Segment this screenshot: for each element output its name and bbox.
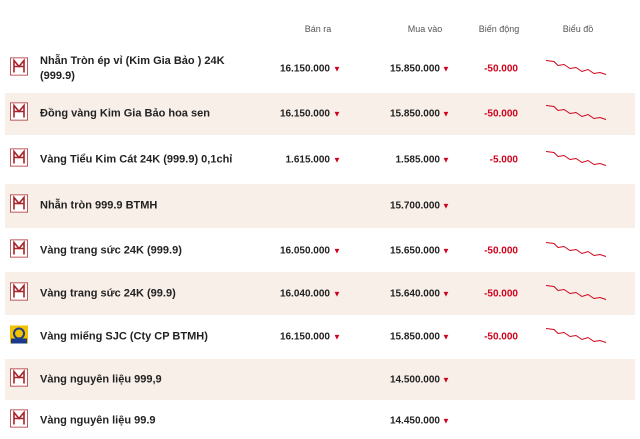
logo [9,281,29,301]
product-name: Nhẫn Tròn ép vỉ (Kim Gia Bảo ) 24K (999.… [40,54,225,82]
buy-price: 15.850.000 [389,63,440,74]
down-arrow: ▼ [442,416,450,425]
buy-price: 14.450.000 [389,415,440,426]
sparkline-svg [545,59,607,75]
sparkline [545,56,608,81]
product-name: Vàng nguyên liệu 99.9 [40,414,156,426]
sparkline [545,281,608,306]
header-chart: Biểu đồ [562,24,594,34]
logo [9,147,29,167]
product-name: Vàng Tiểu Kim Cát 24K (999.9) 0,1chỉ [40,153,233,165]
logo-icon [9,408,29,432]
logo [9,56,29,76]
product-name: Vàng nguyên liệu 999,9 [40,373,162,385]
down-arrow: ▼ [442,246,450,255]
down-arrow: ▼ [442,289,450,298]
sell-price: 16.150.000 [279,108,330,120]
header-sell: Bán ra [304,24,332,34]
down-arrow: ▼ [442,375,450,384]
sell-price: 16.040.000 [279,288,330,299]
down-arrow: ▼ [442,109,450,119]
logo-icon [9,56,29,80]
down-arrow: ▼ [442,64,450,73]
product-name: Đồng vàng Kim Gia Bảo hoa sen [40,107,210,120]
sparkline [545,147,608,172]
sparkline-svg [545,284,607,300]
buy-price: 15.640.000 [389,288,440,299]
down-arrow: ▼ [333,246,341,255]
logo-icon [9,101,29,126]
logo [9,408,29,428]
sparkline-svg [545,105,607,120]
sparkline-svg [545,241,607,257]
buy-price: 15.850.000 [389,108,440,120]
buy-price: 15.850.000 [389,331,440,342]
down-arrow: ▼ [333,155,341,164]
table-row: Vàng nguyên liệu 999,9 14.500.000 ▼ [5,359,635,400]
logo-icon [9,193,29,218]
buy-price: 15.650.000 [389,245,440,256]
logo [9,367,29,387]
logo [10,325,28,343]
table-row: Đồng vàng Kim Gia Bảo hoa sen 16.150.000 ▼… [5,93,635,135]
down-arrow: ▼ [333,109,341,119]
header-change: Biến động [478,24,520,34]
logo-icon [10,325,28,348]
change-price: -5.000 [489,154,518,165]
header-buy: Mua vào [407,24,443,34]
table-row: Vàng nguyên liệu 99.9 14.450.000 ▼ [5,402,635,439]
logo [9,101,29,122]
table-row: Vàng trang sức 24K (99.9) 16.040.000 ▼ 15.6… [5,272,635,315]
product-name: Vàng trang sức 24K (99.9) [40,287,176,299]
sell-price: 1.615.000 [285,154,331,165]
product-name: Vàng trang sức 24K (999.9) [40,244,182,256]
sparkline [545,324,608,349]
table-row: Nhẫn Tròn ép vỉ (Kim Gia Bảo ) 24K (999.… [5,45,635,92]
sell-price: 16.150.000 [279,331,330,342]
down-arrow: ▼ [333,64,341,73]
logo-icon [9,367,29,391]
table-row: Nhẫn tròn 999.9 BTMH 15.700.000 ▼ [5,184,635,228]
product-name: Vàng miếng SJC (Cty CP BTMH) [40,330,208,342]
logo-icon [9,147,29,171]
down-arrow: ▼ [442,201,450,211]
buy-price: 1.585.000 [395,154,441,165]
sell-price: 16.150.000 [279,63,330,74]
sparkline-svg [545,327,607,343]
sell-price: 16.050.000 [279,245,330,256]
change-price: -50.000 [484,245,518,256]
buy-price: 14.500.000 [389,374,440,385]
table-row: Vàng miếng SJC (Cty CP BTMH) 16.150.000 ▼ 1… [5,316,635,357]
logo [9,193,29,214]
table-row: Vàng Tiểu Kim Cát 24K (999.9) 0,1chỉ 1.61… [5,137,635,182]
buy-price: 15.700.000 [389,200,440,212]
sparkline [545,102,608,127]
table-row: Vàng trang sức 24K (999.9) 16.050.000 ▼ 15.… [5,229,635,272]
sparkline-svg [545,150,607,166]
product-name: Nhẫn tròn 999.9 BTMH [40,199,158,212]
down-arrow: ▼ [333,332,341,341]
logo-icon [9,238,29,262]
logo-icon [9,281,29,305]
down-arrow: ▼ [442,155,450,164]
down-arrow: ▼ [442,332,450,341]
change-price: -50.000 [484,108,518,120]
change-price: -50.000 [484,63,518,74]
down-arrow: ▼ [333,289,341,298]
change-price: -50.000 [484,331,518,342]
sparkline [545,238,608,263]
change-price: -50.000 [484,288,518,299]
logo [9,238,29,258]
